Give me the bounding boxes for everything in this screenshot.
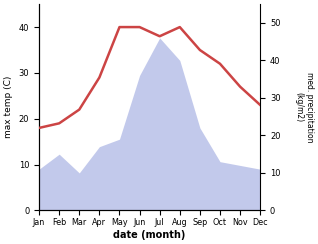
Y-axis label: max temp (C): max temp (C) — [4, 76, 13, 139]
X-axis label: date (month): date (month) — [114, 230, 186, 240]
Y-axis label: med. precipitation
(kg/m2): med. precipitation (kg/m2) — [294, 72, 314, 142]
